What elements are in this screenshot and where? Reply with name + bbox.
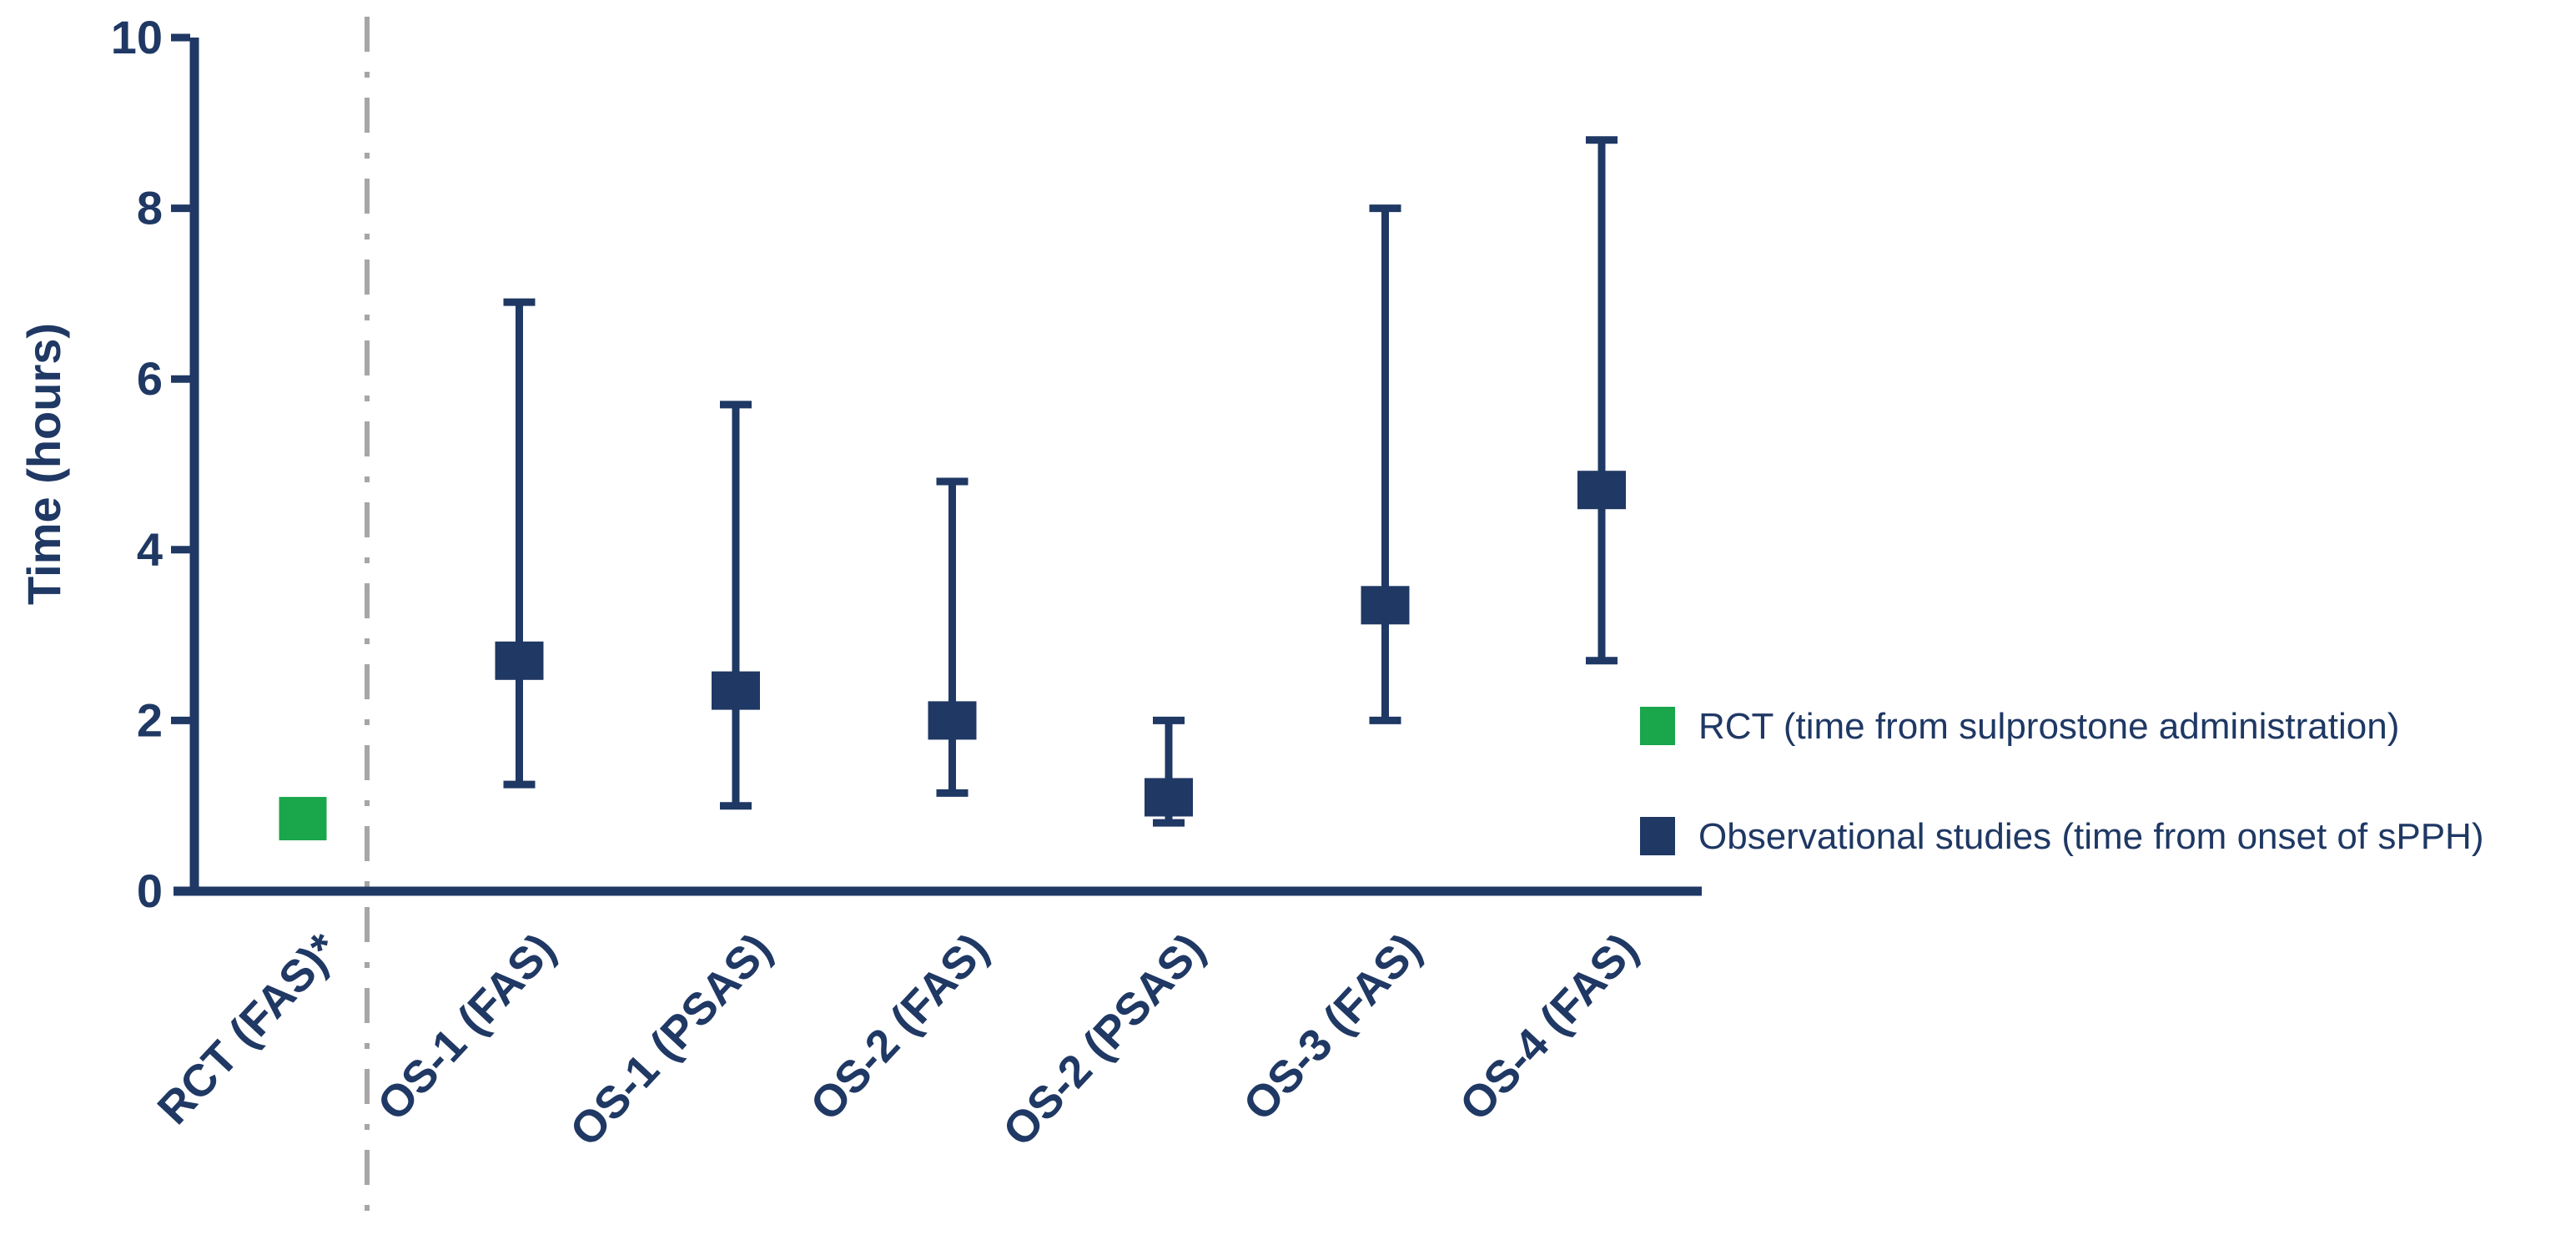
x-category-label: RCT (FAS)* — [148, 924, 348, 1134]
x-category-label: OS-1 (FAS) — [368, 924, 565, 1130]
rct-marker — [279, 797, 327, 841]
legend-swatch-observational — [1640, 817, 1675, 855]
y-tick-label: 0 — [137, 864, 163, 917]
median-box — [1145, 778, 1193, 817]
median-box — [712, 671, 760, 710]
legend-label: RCT (time from sulprostone administratio… — [1698, 706, 2399, 747]
legend-swatch-rct — [1640, 707, 1675, 745]
y-tick-label: 2 — [137, 693, 163, 746]
median-box — [1577, 471, 1626, 510]
x-category-label: OS-1 (PSAS) — [561, 924, 782, 1156]
y-tick-label: 4 — [137, 523, 163, 576]
x-category-label: OS-2 (FAS) — [801, 924, 998, 1130]
legend-label: Observational studies (time from onset o… — [1698, 816, 2483, 857]
x-category-label: OS-3 (FAS) — [1234, 924, 1431, 1130]
y-axis-title: Time (hours) — [18, 323, 70, 605]
x-category-label: OS-2 (PSAS) — [994, 924, 1215, 1156]
x-category-label: OS-4 (FAS) — [1451, 924, 1648, 1130]
median-box — [928, 701, 977, 740]
y-tick-label: 10 — [111, 11, 163, 63]
y-tick-label: 6 — [137, 352, 163, 405]
median-box — [495, 641, 544, 680]
y-tick-label: 8 — [137, 182, 163, 234]
median-box — [1361, 586, 1410, 625]
